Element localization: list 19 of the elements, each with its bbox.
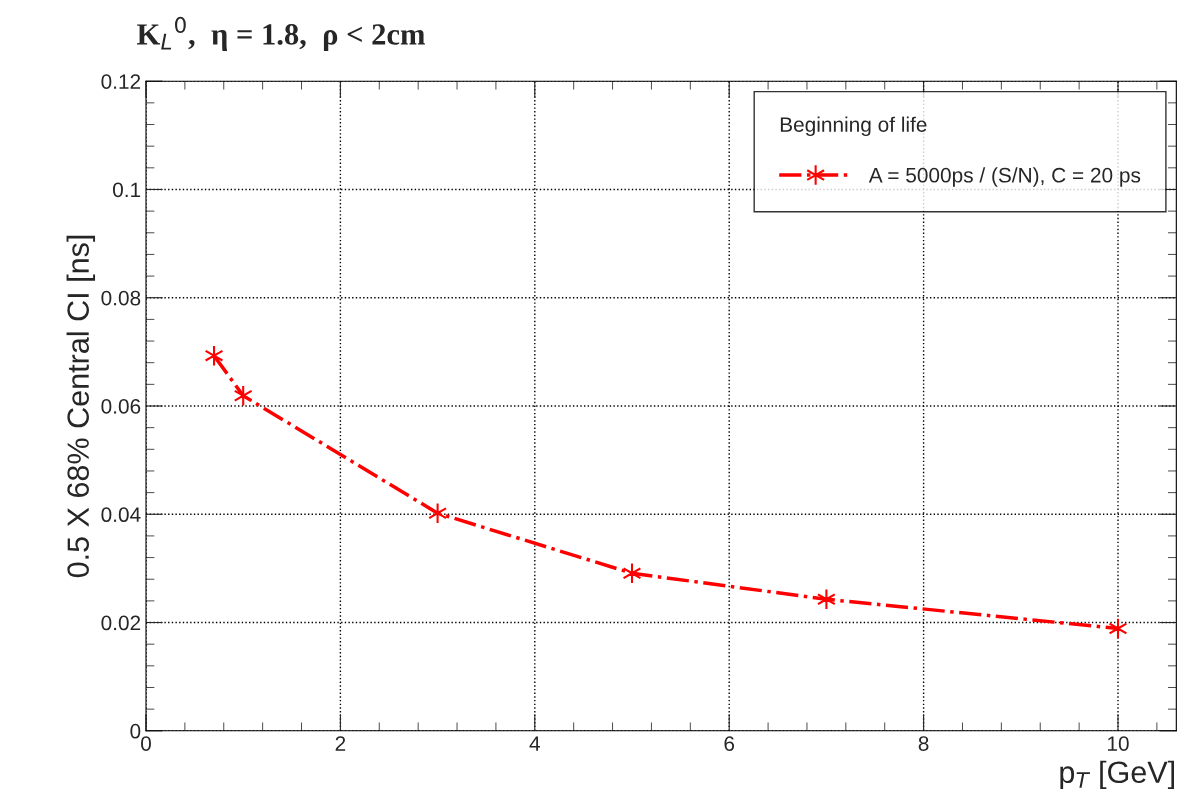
x-tick-label: 2 [335,736,346,751]
x-tick-label: 0 [141,736,151,751]
point [428,502,448,524]
legend-title: Beginning of life [780,116,927,137]
y-tick-label: 0.02 [101,615,141,631]
y-tick-label: 0.04 [101,507,141,523]
y-tick-label: 0.06 [101,399,141,414]
y-tick-label: 0 [130,723,141,739]
x-tick-label: 6 [724,736,735,751]
y-tick-label: 0.1 [113,182,141,198]
legend-label: A = 5000ps / (S/N), C = 20 ps [868,167,1141,187]
chart-title: K$_{L}$$^{0}$, η = 1.8, ρ < 2cm [137,16,425,51]
x-tick-label: 10 [1108,736,1129,751]
x-axis-title: p$_{T}$ [GeV] [1060,760,1174,790]
x-tick-label: 8 [918,736,929,751]
y-tick-label: 0.12 [101,74,141,89]
y-tick-label: 0.08 [101,290,141,306]
y-axis-title: 0.5 X 68% Central CI [ns] [66,235,96,578]
x-tick-label: 4 [529,736,540,751]
